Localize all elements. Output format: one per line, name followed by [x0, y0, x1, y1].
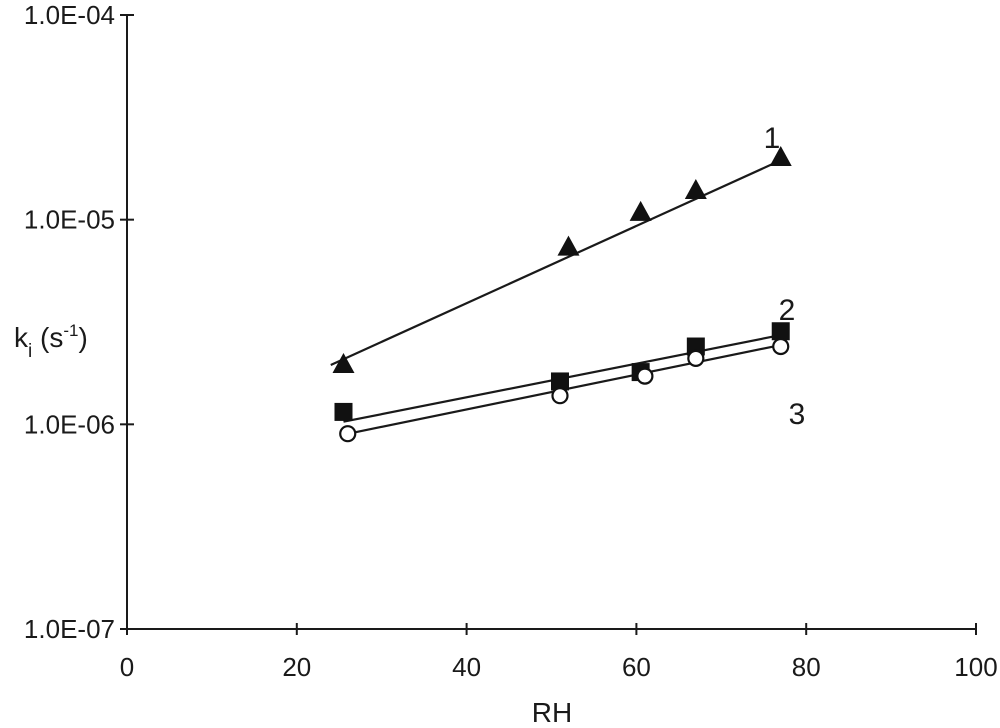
- data-point-series-3: [772, 337, 790, 356]
- data-point-series-1: [557, 235, 580, 256]
- data-point-series-1: [684, 179, 707, 200]
- y-tick-label: 1.0E-06: [24, 409, 115, 439]
- axes: 0 20 40 60 80 100 1.0E-07 1.0E-06 1.0E-05 1.0E-04: [24, 0, 998, 682]
- y-axis-title-unit-open: (s: [32, 322, 63, 353]
- data-point-series-2: [686, 337, 705, 356]
- y-axis-title-unit-close: ): [78, 322, 87, 353]
- x-tick-label: 0: [120, 652, 134, 682]
- data-point-series-3: [687, 349, 705, 367]
- data-point-series-2: [334, 402, 353, 421]
- x-tick-label: 100: [954, 652, 997, 682]
- data-points: [332, 146, 792, 443]
- y-tick-label: 1.0E-04: [24, 0, 115, 30]
- x-tick-label: 60: [622, 652, 651, 682]
- y-axis-title-main: k: [14, 322, 29, 353]
- data-point-series-3: [636, 367, 654, 385]
- data-point-series-2: [771, 322, 790, 341]
- series-label-1: 1: [764, 122, 781, 155]
- y-axis-title-subscript: i: [28, 341, 32, 362]
- y-axis-title-superscript: -1: [63, 321, 78, 340]
- x-tick-label: 80: [792, 652, 821, 682]
- x-tick-label: 20: [282, 652, 311, 682]
- y-tick-label: 1.0E-07: [24, 614, 115, 644]
- axis-titles: RH ki (s-1): [14, 321, 572, 728]
- data-point-series-3: [551, 387, 569, 405]
- y-tick-label: 1.0E-05: [24, 205, 115, 235]
- data-point-series-3: [339, 425, 357, 443]
- series-label-3: 3: [789, 398, 806, 431]
- y-axis-title: ki (s-1): [14, 321, 88, 362]
- x-tick-label: 40: [452, 652, 481, 682]
- data-point-series-1: [769, 146, 792, 167]
- data-point-series-1: [332, 352, 355, 373]
- series-labels: 1 2 3: [764, 122, 806, 431]
- data-point-series-1: [629, 200, 652, 221]
- series-label-2: 2: [779, 294, 796, 327]
- x-axis-title: RH: [532, 697, 572, 728]
- data-point-series-2: [550, 372, 569, 391]
- fit-line-series-1: [330, 159, 782, 366]
